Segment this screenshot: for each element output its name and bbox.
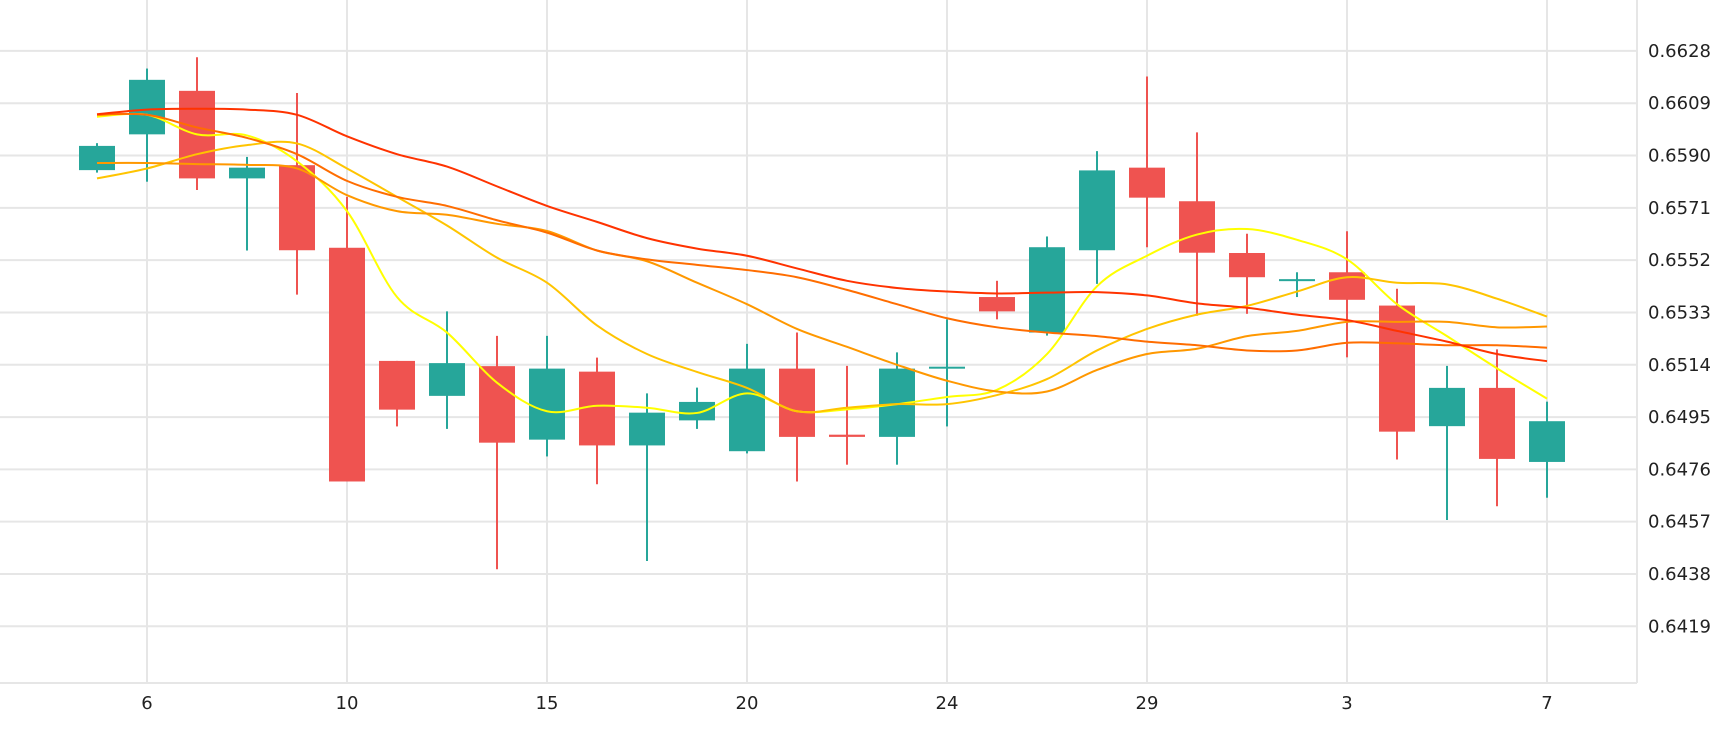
x-tick-label: 6 — [141, 693, 152, 714]
y-tick-label: 0.6419 — [1648, 616, 1711, 637]
x-tick-label: 15 — [536, 693, 559, 714]
ma-dark-orange-line — [96, 112, 1548, 353]
candle-body — [1179, 201, 1215, 253]
candle-body — [1279, 279, 1315, 282]
candle-down — [829, 365, 865, 465]
candle-down — [579, 357, 615, 485]
ma-gold-line — [96, 140, 1548, 414]
y-tick-label: 0.6457 — [1648, 512, 1711, 533]
candle-up — [1079, 151, 1115, 284]
candle-down — [979, 280, 1015, 320]
candle-body — [379, 360, 415, 410]
candle-body — [229, 167, 265, 179]
candle-body — [779, 368, 815, 437]
candle-body — [1379, 305, 1415, 432]
candle-up — [229, 156, 265, 251]
candle-up — [1429, 365, 1465, 521]
candle-body — [79, 145, 115, 171]
x-tick-label: 10 — [336, 693, 359, 714]
candle-down — [1479, 349, 1515, 507]
candle-up — [79, 143, 115, 173]
candle-up — [529, 335, 565, 457]
candle-body — [1479, 387, 1515, 459]
y-axis-labels: 0.6628 0.6609 0.6590 0.6571 0.6552 0.6533 0.65… — [1648, 41, 1711, 637]
candle-down — [329, 196, 365, 482]
y-tick-label: 0.6552 — [1648, 250, 1711, 271]
candle-up — [1279, 272, 1315, 298]
x-tick-label: 24 — [936, 693, 959, 714]
candle-body — [729, 368, 765, 452]
y-tick-label: 0.6495 — [1648, 407, 1711, 428]
candle-up — [1029, 236, 1065, 336]
ma-yellow-line — [96, 112, 1548, 415]
candle-up — [429, 311, 465, 429]
candle-body — [1029, 247, 1065, 333]
y-tick-label: 0.6628 — [1648, 41, 1711, 62]
candle-body — [1229, 252, 1265, 278]
candle-down — [379, 360, 415, 427]
candle-up — [129, 68, 165, 182]
y-tick-label: 0.6533 — [1648, 302, 1711, 323]
candle-down — [1329, 231, 1365, 358]
candle-body — [479, 366, 515, 443]
candle-body — [279, 165, 315, 251]
candle-up — [1529, 401, 1565, 498]
moving-average-lines — [96, 107, 1548, 415]
candle-body — [429, 363, 465, 396]
candle-body — [929, 366, 965, 369]
candle-body — [1429, 387, 1465, 427]
y-tick-label: 0.6514 — [1648, 355, 1711, 376]
y-tick-label: 0.6438 — [1648, 564, 1711, 585]
candle-down — [279, 93, 315, 295]
y-tick-label: 0.6590 — [1648, 146, 1711, 167]
candle-down — [1379, 288, 1415, 460]
candle-down — [779, 332, 815, 482]
candle-down — [1179, 132, 1215, 316]
candle-up — [929, 319, 965, 427]
horizontal-gridlines — [0, 49, 1637, 628]
candle-down — [1229, 233, 1265, 314]
y-tick-label: 0.6609 — [1648, 93, 1711, 114]
x-tick-label: 7 — [1541, 693, 1552, 714]
candle-up — [679, 387, 715, 429]
candle-body — [1529, 421, 1565, 462]
candle-body — [529, 368, 565, 440]
candle-down — [479, 335, 515, 570]
x-axis-labels: 6 10 15 20 24 29 3 7 — [141, 693, 1552, 714]
x-tick-label: 3 — [1341, 693, 1352, 714]
candle-body — [1079, 170, 1115, 251]
x-tick-label: 20 — [736, 693, 759, 714]
candles — [79, 57, 1565, 570]
candle-body — [129, 79, 165, 135]
candle-up — [729, 343, 765, 454]
candle-up — [629, 393, 665, 562]
candle-body — [579, 371, 615, 446]
candle-body — [329, 247, 365, 482]
candle-down — [1129, 76, 1165, 248]
ma-red-line — [96, 107, 1548, 363]
y-tick-label: 0.6571 — [1648, 198, 1711, 219]
candle-body — [679, 401, 715, 421]
ma-orange-line — [96, 161, 1548, 395]
candle-body — [1129, 167, 1165, 198]
x-tick-label: 29 — [1136, 693, 1159, 714]
candle-body — [829, 434, 865, 437]
candle-body — [979, 297, 1015, 312]
candle-body — [629, 412, 665, 446]
y-tick-label: 0.6476 — [1648, 459, 1711, 480]
